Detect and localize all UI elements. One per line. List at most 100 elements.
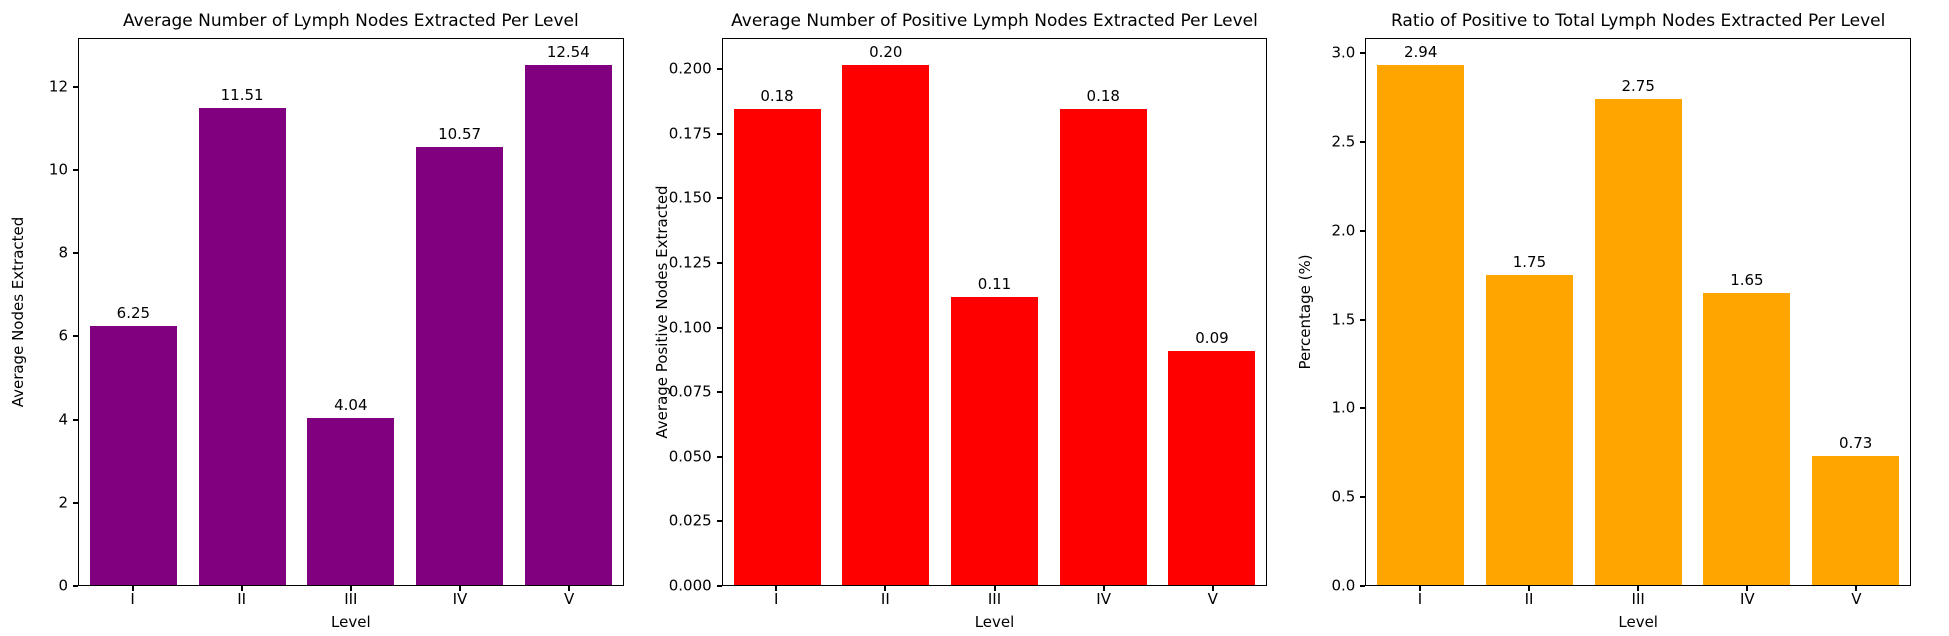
y-tick-mark <box>1360 318 1366 321</box>
bar-value-label: 0.11 <box>977 274 1012 293</box>
y-axis: 0.000 0.025 0.050 0.075 0.100 0.125 0.150 0.175… <box>668 38 722 593</box>
y-tick-mark <box>1360 229 1366 232</box>
x-tick-label: III <box>344 590 358 608</box>
x-tick-mark <box>884 586 887 591</box>
y-tick-mark <box>73 585 78 587</box>
y-tick-mark <box>1360 585 1366 587</box>
bar-value-label: 0.09 <box>1195 328 1229 347</box>
bar-level-III <box>1594 98 1682 585</box>
x-axis: I II III IV V <box>722 586 1268 608</box>
bar-value-label: 2.75 <box>1621 76 1655 95</box>
bar-level-I <box>733 108 821 585</box>
bar-level-V <box>1812 455 1900 585</box>
x-tick-label: II <box>237 590 247 608</box>
bar-value-label: 1.75 <box>1512 253 1547 272</box>
subplot-positive-ratio: Ratio of Positive to Total Lymph Nodes E… <box>1295 8 1939 632</box>
x-tick-mark <box>775 586 778 591</box>
x-tick-mark <box>993 586 996 591</box>
y-tick-mark <box>716 391 722 394</box>
bar-value-label: 2.94 <box>1404 43 1438 61</box>
x-tick-label: V <box>1207 590 1218 608</box>
x-tick-label: V <box>563 590 575 608</box>
x-tick-label: II <box>1524 590 1534 608</box>
y-tick-label: 10 <box>48 160 68 179</box>
x-tick-label: III <box>1631 590 1645 608</box>
bar-value-label: 4.04 <box>334 395 368 414</box>
x-tick-label: I <box>1417 590 1423 608</box>
chart-title: Average Number of Lymph Nodes Extracted … <box>122 11 579 31</box>
x-axis: I II III IV V <box>1365 586 1911 608</box>
y-axis-label: Average Nodes Extracted <box>9 216 27 408</box>
y-tick-mark <box>73 418 78 421</box>
x-tick-label: III <box>987 590 1002 608</box>
y-tick-label: 0.150 <box>668 188 712 207</box>
y-tick-mark <box>1360 52 1366 55</box>
y-axis-label: Percentage (%) <box>1296 254 1315 370</box>
x-tick-label: IV <box>452 590 468 608</box>
y-tick-label: 0.075 <box>668 382 712 401</box>
y-axis-label-column: Average Nodes Extracted <box>8 38 28 586</box>
bar-level-V <box>1168 350 1256 585</box>
bar-value-label: 11.51 <box>220 85 264 104</box>
x-axis: I II III IV V <box>78 586 624 608</box>
y-tick-mark <box>716 585 722 587</box>
bar-value-label: 12.54 <box>546 43 590 62</box>
y-axis: 0.0 0.5 1.0 1.5 2.0 2.5 3.0 <box>1315 38 1366 593</box>
y-tick-label: 1.0 <box>1331 398 1356 417</box>
x-tick-mark <box>131 586 134 591</box>
bar-level-II <box>198 107 286 585</box>
y-axis-label-column: Average Positive Nodes Extracted <box>652 38 672 586</box>
bar-level-IV <box>1059 108 1147 585</box>
y-tick-mark <box>716 262 722 265</box>
bar-value-label: 0.73 <box>1838 433 1873 452</box>
y-tick-mark <box>716 68 722 71</box>
x-tick-mark <box>1746 586 1749 591</box>
y-tick-label: 2.5 <box>1331 132 1356 151</box>
y-tick-label: 0.200 <box>668 59 712 78</box>
y-tick-label: 0.000 <box>668 576 712 595</box>
y-tick-label: 0.125 <box>668 253 712 272</box>
x-tick-mark <box>1855 586 1858 591</box>
y-tick-label: 0.175 <box>668 124 712 143</box>
x-tick-label: IV <box>1739 590 1755 608</box>
plot-area: 0.18 0.20 0.11 0.18 0.09 <box>721 38 1268 586</box>
y-tick-mark <box>716 455 722 458</box>
x-axis-label: Level <box>974 613 1015 631</box>
bar-value-label: 0.18 <box>760 86 794 105</box>
bar-level-V <box>524 65 612 585</box>
x-tick-label: V <box>1851 590 1862 608</box>
x-tick-mark <box>1528 586 1531 591</box>
y-tick-mark <box>1360 496 1366 499</box>
y-tick-mark <box>73 335 78 338</box>
x-axis-label: Level <box>1618 613 1658 631</box>
bar-value-label: 1.65 <box>1730 271 1764 290</box>
x-tick-mark <box>1211 586 1214 591</box>
bar-level-IV <box>1703 293 1791 585</box>
y-axis-label-column: Percentage (%) <box>1295 38 1315 586</box>
y-tick-label: 0 <box>58 576 68 595</box>
y-tick-label: 3.0 <box>1331 43 1356 62</box>
y-tick-label: 0.100 <box>668 318 712 337</box>
y-tick-mark <box>716 132 722 135</box>
y-tick-label: 6 <box>58 326 68 345</box>
y-tick-mark <box>73 501 78 504</box>
plot-area: 6.25 11.51 4.04 10.57 12.54 <box>78 38 624 586</box>
bar-value-label: 6.25 <box>116 303 151 322</box>
bar-level-III <box>307 417 395 585</box>
x-tick-mark <box>1637 586 1640 591</box>
bar-value-label: 0.20 <box>869 43 903 61</box>
chart-title: Ratio of Positive to Total Lymph Nodes E… <box>1390 11 1886 31</box>
y-tick-mark <box>716 197 722 200</box>
x-tick-mark <box>1418 586 1421 591</box>
bar-level-III <box>951 296 1038 585</box>
y-tick-label: 2 <box>58 493 68 512</box>
y-tick-label: 12 <box>48 77 68 96</box>
x-axis-label: Level <box>331 613 371 631</box>
subplot-avg-positive-nodes: Average Number of Positive Lymph Nodes E… <box>652 8 1296 632</box>
y-tick-label: 0.050 <box>668 447 712 466</box>
y-tick-mark <box>73 85 78 88</box>
y-tick-mark <box>716 520 722 523</box>
y-tick-mark <box>1360 407 1366 410</box>
y-tick-mark <box>716 326 722 329</box>
